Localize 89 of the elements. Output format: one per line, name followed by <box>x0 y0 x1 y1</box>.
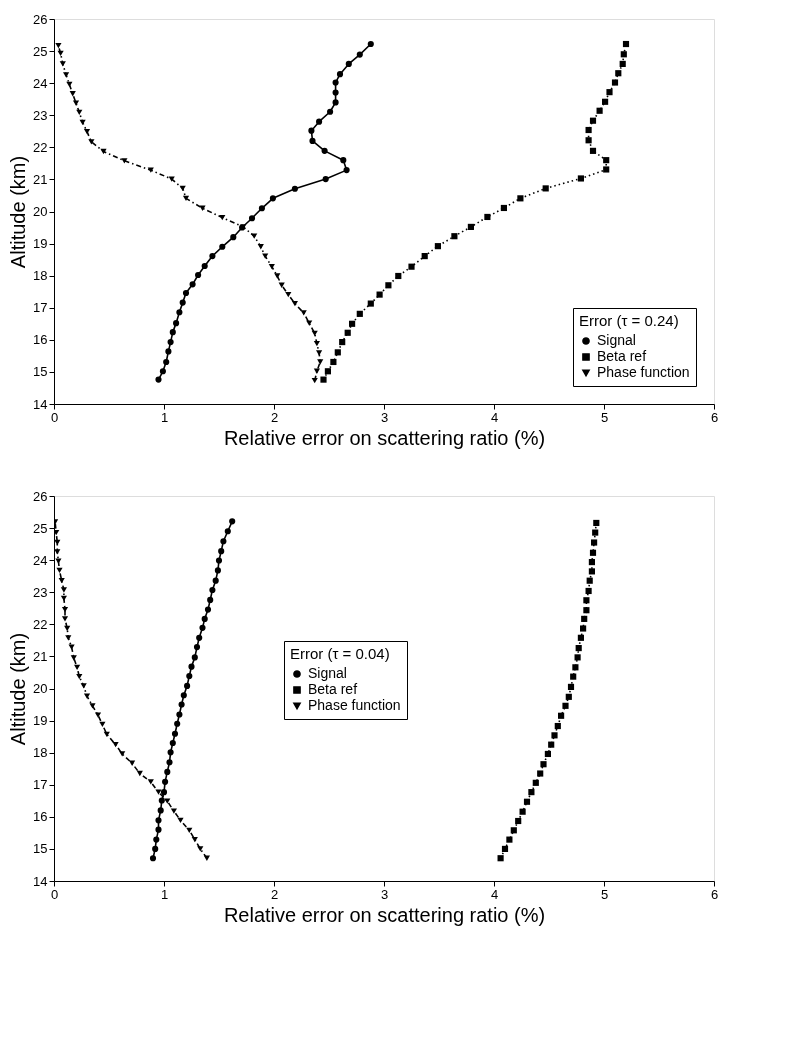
x-tick-label: 4 <box>490 886 499 902</box>
y-tick-label: 20 <box>33 204 48 219</box>
point <box>540 761 547 768</box>
point <box>119 751 126 757</box>
x-tick-label: 4 <box>490 409 499 425</box>
x-axis-title: Relative error on scattering ratio (%) <box>223 903 546 926</box>
y-tick-label: 15 <box>33 364 48 380</box>
x-axis-title: Relative error on scattering ratio (%) <box>223 426 546 449</box>
point <box>300 310 307 316</box>
y-axis-title: Altitude (km) <box>7 155 30 269</box>
y-tick-label: 26 <box>33 11 48 27</box>
x-tick-label: 6 <box>710 886 719 902</box>
point <box>274 273 281 279</box>
point <box>574 654 581 661</box>
point <box>54 519 59 525</box>
y-tick-label: 24 <box>33 552 48 568</box>
y-tick-label: 26 <box>33 488 48 504</box>
point <box>611 79 619 86</box>
y-tick-label: 18 <box>33 268 48 284</box>
point <box>88 139 95 145</box>
y-tick-label: 24 <box>33 75 48 91</box>
y-tick-label: 19 <box>33 713 48 729</box>
y-tick-label: 25 <box>33 43 48 59</box>
x-tick-label: 0 <box>50 886 59 902</box>
legend-label: Signal <box>308 665 347 681</box>
y-tick-label: 15 <box>33 841 48 857</box>
y-tick-label: 14 <box>33 873 48 889</box>
y-tick-label: 21 <box>33 171 48 187</box>
point <box>592 529 599 536</box>
x-tick-label: 2 <box>270 886 279 902</box>
point <box>320 376 327 383</box>
y-tick-label: 22 <box>33 139 48 155</box>
point <box>54 529 60 536</box>
point <box>164 798 171 804</box>
legend-label: Beta ref <box>308 681 358 697</box>
point <box>367 40 374 48</box>
point <box>149 855 157 862</box>
x-tick-label: 3 <box>380 409 389 425</box>
y-tick-label: 21 <box>33 648 48 664</box>
legend-label: Phase function <box>597 364 690 380</box>
point <box>170 808 177 814</box>
y-tick-label: 17 <box>33 777 48 793</box>
y-tick-label: 18 <box>33 745 48 761</box>
point <box>367 300 374 307</box>
y-tick-label: 20 <box>33 681 48 696</box>
y-tick-label: 23 <box>33 584 48 600</box>
legend-label: Phase function <box>308 697 401 713</box>
y-tick-label: 22 <box>33 616 48 632</box>
point <box>168 176 175 182</box>
point <box>70 655 77 661</box>
point <box>72 100 80 106</box>
x-tick-label: 0 <box>50 409 59 425</box>
y-tick-label: 16 <box>33 332 48 348</box>
point <box>68 644 75 650</box>
point <box>408 263 415 270</box>
y-axis-title: Altitude (km) <box>7 632 30 746</box>
x-tick-label: 1 <box>160 409 169 425</box>
point <box>577 175 584 182</box>
point <box>606 89 613 96</box>
point <box>262 253 269 259</box>
y-tick-label: 23 <box>33 107 48 123</box>
x-tick-label: 5 <box>600 409 609 425</box>
point <box>580 625 587 632</box>
y-tick-label: 19 <box>33 236 48 252</box>
y-tick-label: 25 <box>33 520 48 536</box>
point <box>551 732 558 739</box>
point <box>69 91 76 97</box>
point <box>55 558 62 564</box>
point <box>603 166 610 173</box>
legend-title: Error (τ = 0.04) <box>290 645 390 662</box>
point <box>147 167 154 173</box>
x-tick-label: 3 <box>380 886 389 902</box>
legend-label: Beta ref <box>597 348 647 364</box>
point <box>306 320 313 326</box>
point <box>537 770 544 777</box>
x-tick-label: 5 <box>600 886 609 902</box>
point <box>591 539 598 546</box>
y-tick-label: 17 <box>33 300 48 316</box>
legend-label: Signal <box>597 332 636 348</box>
point <box>147 779 154 785</box>
legend-title: Error (τ = 0.24) <box>579 312 679 329</box>
point <box>562 702 569 709</box>
point <box>155 789 162 795</box>
y-tick-label: 16 <box>33 809 48 825</box>
x-tick-label: 1 <box>160 886 169 902</box>
y-tick-label: 14 <box>33 396 48 412</box>
point <box>55 42 62 49</box>
x-tick-label: 2 <box>270 409 279 425</box>
x-tick-label: 6 <box>710 409 719 425</box>
